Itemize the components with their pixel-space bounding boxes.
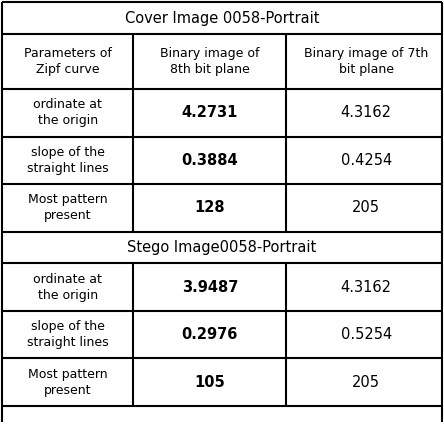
Text: 0.4254: 0.4254 <box>341 153 392 168</box>
Text: ordinate at
the origin: ordinate at the origin <box>33 98 102 127</box>
Text: 0.2976: 0.2976 <box>182 327 238 342</box>
Text: Stego Image0058-Portrait: Stego Image0058-Portrait <box>127 240 317 255</box>
Text: 105: 105 <box>194 374 225 390</box>
Text: 128: 128 <box>194 200 225 215</box>
Text: 4.2731: 4.2731 <box>182 105 238 120</box>
Text: Cover Image 0058-Portrait: Cover Image 0058-Portrait <box>125 11 319 25</box>
Text: slope of the
straight lines: slope of the straight lines <box>27 146 108 175</box>
Text: Parameters of
Zipf curve: Parameters of Zipf curve <box>24 47 111 76</box>
Text: ordinate at
the origin: ordinate at the origin <box>33 273 102 301</box>
Text: 0.5254: 0.5254 <box>341 327 392 342</box>
Text: 205: 205 <box>352 200 381 215</box>
Text: 205: 205 <box>352 374 381 390</box>
Text: Binary image of
8th bit plane: Binary image of 8th bit plane <box>160 47 260 76</box>
Text: Most pattern
present: Most pattern present <box>28 193 107 222</box>
Text: Binary image of 7th
bit plane: Binary image of 7th bit plane <box>304 47 428 76</box>
Text: 3.9487: 3.9487 <box>182 279 238 295</box>
Text: 4.3162: 4.3162 <box>341 279 392 295</box>
Text: Most pattern
present: Most pattern present <box>28 368 107 396</box>
Text: slope of the
straight lines: slope of the straight lines <box>27 320 108 349</box>
Text: 4.3162: 4.3162 <box>341 105 392 120</box>
Text: 0.3884: 0.3884 <box>182 153 238 168</box>
